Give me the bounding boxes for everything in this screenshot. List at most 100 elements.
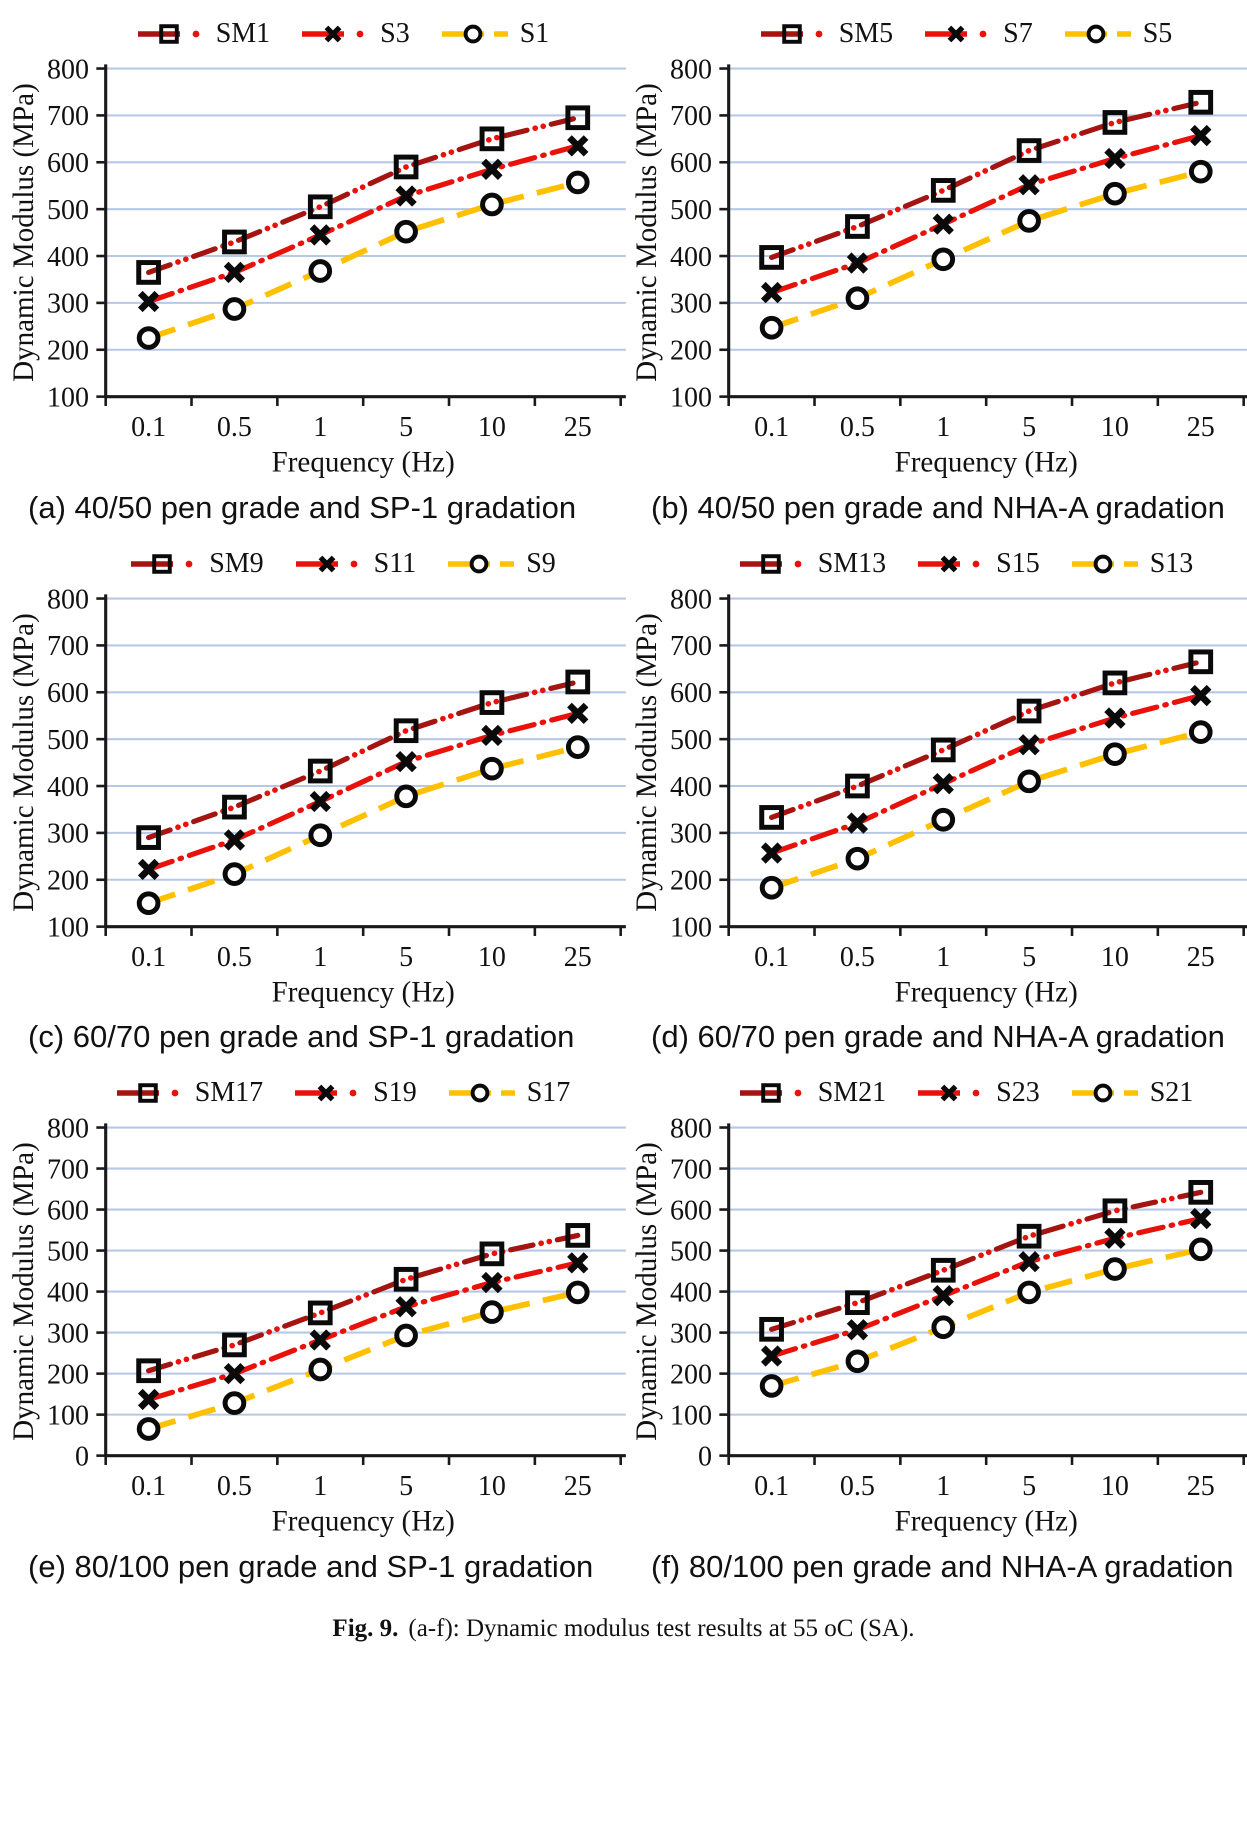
- svg-text:700: 700: [670, 101, 712, 132]
- square-marker: [565, 105, 591, 131]
- svg-text:400: 400: [670, 772, 712, 803]
- legend-item-S9: S9: [446, 548, 556, 580]
- legend-sample-S21: [1071, 1084, 1138, 1103]
- y-tick-labels: 100 200 300 400 500 600 700 800: [47, 54, 89, 413]
- x-marker: [223, 261, 246, 284]
- series-line-S19: [146, 1260, 581, 1403]
- svg-text:600: 600: [47, 1196, 89, 1227]
- legend-item-S11: S11: [294, 548, 416, 580]
- circle-marker: [469, 554, 489, 574]
- series-markers-SM5: [759, 89, 1214, 270]
- svg-text:0.5: 0.5: [840, 942, 875, 973]
- square-marker: [1188, 1180, 1214, 1206]
- figure: SM1 S3 S1 100 200 300 400 500 600 700 800 0.1 0.5 1 5…: [8, 18, 1247, 1643]
- legend-label-S15: S15: [996, 547, 1040, 579]
- y-axis-title: Dynamic Modulus (MPa): [631, 83, 663, 382]
- x-marker: [223, 1363, 246, 1385]
- legend-sample-S13: [1071, 554, 1138, 574]
- legend-item-SM13: SM13: [738, 548, 886, 580]
- svg-text:10: 10: [1101, 942, 1129, 973]
- series-line-S17: [147, 1290, 579, 1433]
- y-axis-title: Dynamic Modulus (MPa): [8, 613, 40, 912]
- svg-text:800: 800: [47, 1114, 89, 1145]
- series-line-S15: [769, 692, 1204, 856]
- x-marker: [309, 1329, 331, 1352]
- panel-caption-c: (c) 60/70 pen grade and SP-1 gradation: [28, 1019, 575, 1055]
- legend-item-SM9: SM9: [129, 548, 264, 580]
- series-markers-S7: [760, 124, 1212, 304]
- chart-b: 100 200 300 400 500 600 700 800 0.1 0.5 1 5 10 25 Freq…: [629, 54, 1247, 480]
- legend-item-S15: S15: [916, 548, 1040, 580]
- svg-text:100: 100: [47, 382, 89, 413]
- figure-caption-text: (a-f): Dynamic modulus test results at 5…: [408, 1615, 915, 1643]
- chart-d: 100 200 300 400 500 600 700 800 0.1 0.5 1 5 10 25 Freq…: [629, 584, 1247, 1010]
- x-marker: [1190, 684, 1212, 706]
- x-marker: [223, 828, 246, 851]
- legend-sample-S3: [302, 25, 364, 43]
- svg-text:0.5: 0.5: [840, 1472, 875, 1503]
- x-marker: [481, 1272, 503, 1294]
- legend-c: SM9 S11 S9: [56, 544, 629, 584]
- square-marker: [222, 794, 247, 820]
- square-marker: [1102, 1198, 1128, 1224]
- svg-text:800: 800: [670, 54, 712, 85]
- axes: [96, 1123, 626, 1466]
- series-markers-SM21: [759, 1180, 1214, 1343]
- panel-caption-d: (d) 60/70 pen grade and NHA-A gradation: [651, 1019, 1225, 1055]
- svg-text:25: 25: [564, 1472, 592, 1503]
- svg-text:5: 5: [1022, 942, 1036, 973]
- square-marker: [222, 229, 247, 255]
- circle-marker: [1103, 181, 1127, 206]
- circle-marker: [1017, 769, 1041, 793]
- legend-sample-SM9: [131, 553, 193, 574]
- x-marker: [1104, 147, 1126, 170]
- circle-marker: [1093, 1084, 1113, 1103]
- svg-text:0.5: 0.5: [840, 412, 875, 443]
- series-line-SM13: [768, 658, 1204, 820]
- svg-text:300: 300: [47, 818, 89, 849]
- svg-text:600: 600: [47, 148, 89, 179]
- x-marker: [567, 135, 589, 157]
- square-marker: [1016, 698, 1042, 724]
- square-marker: [1102, 670, 1128, 695]
- square-marker: [759, 804, 784, 830]
- series-markers-S11: [137, 702, 589, 880]
- svg-text:5: 5: [1022, 1472, 1036, 1503]
- y-tick-labels: 100 200 300 400 500 600 700 800: [670, 54, 712, 413]
- legend-label-SM13: SM13: [817, 547, 887, 579]
- y-axis-title: Dynamic Modulus (MPa): [631, 1143, 663, 1442]
- svg-text:5: 5: [1022, 412, 1036, 443]
- x-marker: [940, 1084, 958, 1102]
- svg-text:700: 700: [670, 1155, 712, 1186]
- circle-marker: [931, 247, 956, 272]
- svg-text:600: 600: [47, 678, 89, 709]
- x-marker: [932, 772, 954, 795]
- circle-marker: [845, 846, 870, 871]
- series-line-S23: [769, 1216, 1204, 1359]
- square-marker: [137, 1083, 158, 1104]
- square-marker: [565, 1223, 591, 1249]
- x-axis-title: Frequency (Hz): [895, 446, 1078, 478]
- y-tick-labels: 0 100 200 300 400 500 600 700 800: [47, 1114, 89, 1473]
- y-tick-labels: 0 100 200 300 400 500 600 700 800: [670, 1114, 712, 1473]
- series-markers-SM1: [136, 105, 591, 285]
- svg-text:700: 700: [47, 101, 89, 132]
- square-marker: [760, 1083, 781, 1104]
- series-line-SM9: [145, 678, 581, 841]
- svg-text:800: 800: [47, 54, 89, 85]
- x-marker: [1104, 707, 1126, 729]
- svg-text:5: 5: [399, 412, 413, 443]
- series-line-SM5: [768, 99, 1204, 261]
- svg-text:200: 200: [47, 1360, 89, 1391]
- x-marker: [395, 750, 417, 773]
- svg-text:500: 500: [670, 1237, 712, 1268]
- svg-text:800: 800: [47, 584, 89, 615]
- legend-item-S3: S3: [300, 18, 410, 50]
- figure-caption-label: Fig. 9.: [332, 1615, 399, 1643]
- circle-marker: [394, 219, 418, 244]
- svg-text:400: 400: [47, 1278, 89, 1309]
- legend-item-S5: S5: [1063, 18, 1172, 50]
- circle-marker: [565, 170, 590, 195]
- square-marker: [930, 178, 956, 203]
- square-marker: [845, 214, 870, 239]
